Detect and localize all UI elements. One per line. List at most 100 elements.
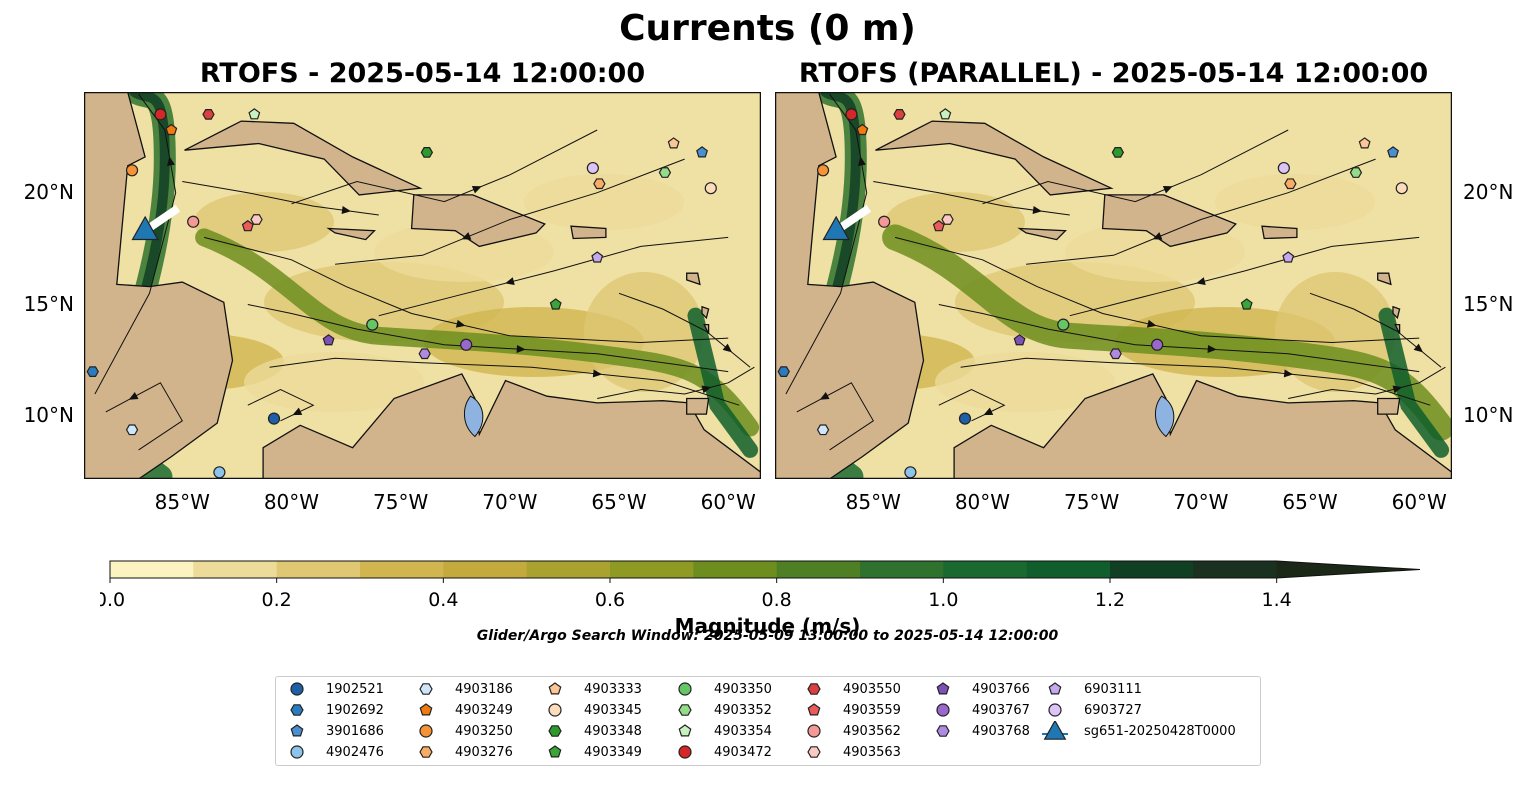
colorbar-tick-label: 1.0: [928, 589, 958, 611]
pentagon-icon: [678, 724, 692, 737]
legend-entry: 4903550: [801, 679, 901, 699]
streamline: [1026, 158, 1376, 265]
argo-marker: [366, 318, 379, 331]
streamline-arrow: [1207, 345, 1217, 354]
colorbar-segment: [860, 561, 944, 578]
legend-label: sg651-20250428T0000: [1084, 723, 1236, 739]
legend-label: 4903354: [714, 723, 772, 739]
legend-entry: 4903766: [930, 679, 1030, 699]
colorbar-tick-label: 1.2: [1095, 589, 1125, 611]
argo-marker: [460, 338, 473, 351]
strong-current: [1378, 307, 1450, 458]
streamline-arrow: [341, 206, 352, 214]
colorbar-segment: [526, 561, 611, 578]
lake-maracaibo: [464, 395, 484, 438]
argo-marker: [1387, 146, 1399, 158]
circle-marker-icon: [419, 724, 433, 738]
lat-tick-label: 20°N: [1463, 179, 1514, 204]
legend-entry: 6903111: [1042, 679, 1142, 699]
legend-entry: 1902692: [284, 700, 384, 720]
argo-marker: [816, 424, 830, 436]
legend-label: 6903727: [1084, 702, 1142, 718]
legend-entry: 4903354: [672, 721, 772, 741]
legend-label: 4903563: [843, 744, 901, 760]
streamline-arrow: [128, 391, 139, 400]
pentagon-icon: [936, 682, 950, 695]
argo-marker: [187, 215, 200, 228]
argo-marker: [1284, 178, 1297, 190]
land: [1392, 305, 1401, 320]
colorbar-segment: [193, 561, 278, 578]
argo-marker: [125, 424, 139, 436]
argo-marker: [125, 164, 139, 177]
argo-marker: [893, 109, 906, 120]
streamline-arrow: [722, 343, 733, 353]
argo-marker: [1013, 334, 1026, 346]
argo-marker: [777, 366, 790, 377]
streamline: [203, 236, 729, 344]
land: [953, 373, 1452, 479]
argo-marker: [213, 466, 226, 479]
pentagon-marker-icon: [419, 703, 433, 716]
pentagon-icon: [419, 703, 433, 716]
land: [262, 373, 761, 479]
legend-label: 4903766: [972, 681, 1030, 697]
argo-marker: [202, 109, 215, 120]
circle-marker-icon: [807, 724, 821, 738]
colorbar-tick-label: 0.6: [595, 589, 625, 611]
legend-entry: 4903345: [542, 700, 642, 720]
circle-marker-icon: [548, 703, 562, 717]
argo-marker: [1109, 348, 1122, 360]
argo-marker: [250, 214, 263, 225]
legend-entry: 4903333: [542, 679, 642, 699]
pentagon-icon: [548, 682, 562, 695]
colorbar-segment: [1193, 561, 1278, 578]
lon-tick-label: 80°W: [263, 490, 320, 514]
pentagon-marker-icon: [1048, 682, 1062, 695]
legend-entry: 1902521: [284, 679, 384, 699]
argo-marker: [696, 146, 708, 158]
argo-marker: [586, 161, 599, 175]
argo-marker: [1057, 318, 1070, 331]
hexagon-icon: [290, 704, 304, 716]
hexagon-icon: [419, 683, 433, 695]
lon-tick-label: 65°W: [591, 490, 647, 514]
lat-tick-label: 15°N: [23, 291, 74, 316]
streamline-arrow: [592, 369, 603, 378]
legend-entry: 4903352: [672, 700, 772, 720]
legend-label: 1902521: [326, 681, 384, 697]
legend-entry: 4903768: [930, 721, 1030, 741]
hexagon-marker-icon: [807, 746, 821, 758]
argo-marker: [958, 412, 972, 425]
legend-label: 4903550: [843, 681, 901, 697]
argo-marker: [1277, 161, 1290, 175]
hexagon-marker-icon: [290, 704, 304, 716]
argo-marker: [322, 334, 335, 346]
lon-tick-label: 85°W: [845, 490, 901, 514]
streamline-arrow: [292, 407, 303, 416]
circle-marker-icon: [290, 745, 304, 759]
argo-marker: [418, 348, 431, 360]
land: [703, 323, 710, 334]
streamline: [597, 366, 755, 399]
streamline-arrow: [461, 232, 472, 240]
lat-tick-label: 10°N: [23, 403, 74, 428]
streamline-arrow: [455, 319, 466, 328]
legend-entry: 4903350: [672, 679, 772, 699]
circle-icon: [678, 745, 692, 759]
streamline-arrow: [1032, 206, 1043, 214]
argo-marker: [816, 164, 830, 177]
panel-title-rtofs-parallel: RTOFS (PARALLEL) - 2025-05-14 12:00:00: [798, 58, 1429, 89]
triangle-icon: [1043, 721, 1067, 740]
map-panel-rtofs-parallel[interactable]: [775, 92, 1452, 479]
map-frame: [84, 92, 761, 479]
land: [326, 227, 376, 241]
pentagon-marker-icon: [290, 724, 304, 737]
lon-tick-label: 60°W: [1391, 490, 1447, 514]
hexagon-icon: [548, 725, 562, 737]
circle-icon: [807, 724, 821, 738]
colorbar-segment: [943, 561, 1028, 578]
lake-maracaibo: [1155, 395, 1175, 438]
circle-marker-icon: [290, 682, 304, 696]
map-panel-rtofs[interactable]: [84, 92, 761, 479]
